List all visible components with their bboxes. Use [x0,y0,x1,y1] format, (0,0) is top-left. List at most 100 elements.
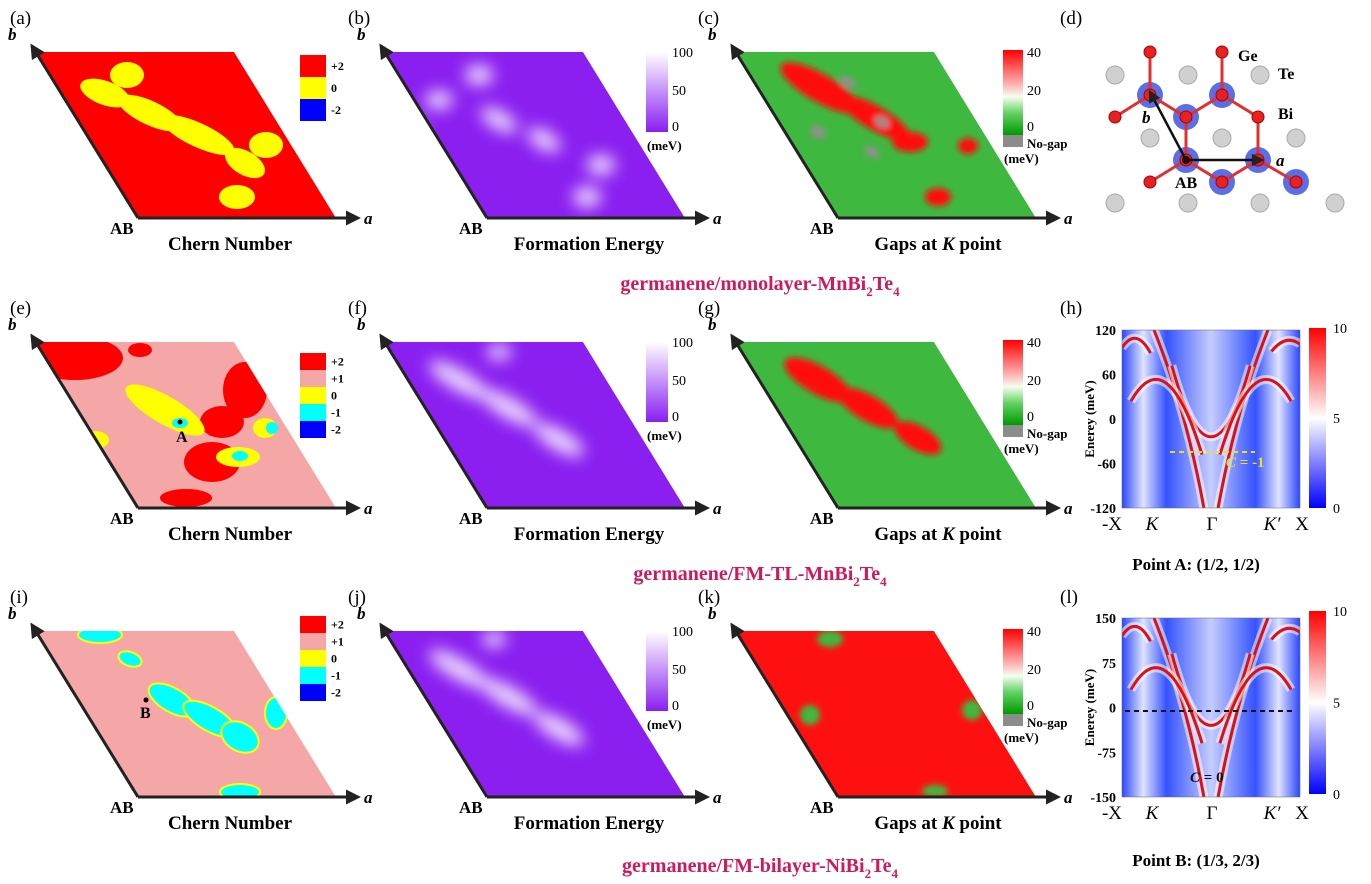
caption-part: germanene/monolayer-MnBi [620,273,866,295]
low-energy-region [487,344,511,360]
colorbar-tick: 100 [672,625,693,640]
origin-label: AB [810,509,834,528]
band-background [1122,330,1300,508]
b-label: b [357,315,366,334]
low-energy-region [465,65,493,85]
x-tick-label: -X [1102,803,1122,824]
map-title: Formation Energy [514,813,665,834]
colorbar-tick: 50 [672,84,686,99]
title-part: Gaps at [874,234,942,255]
chern-region [219,185,255,209]
origin-dot [1182,156,1190,164]
map-background [736,631,1036,797]
origin-label: AB [459,219,483,238]
colorbar [1309,328,1326,508]
map-title: Chern Number [168,813,293,834]
caption-part: Te [873,273,894,295]
map [736,52,1036,218]
colorbar [646,342,668,422]
caption-subscript: 4 [880,574,887,589]
chern-region [128,343,152,357]
colorbar-tick: 40 [1027,336,1041,351]
title-part: Gaps at [874,813,942,834]
legend-swatch [300,404,326,421]
b-label: b [708,315,717,334]
gap-map-panel: baABGaps at K point40200No-gap(meV) [708,315,1073,545]
origin-label: AB [459,798,483,817]
map [385,631,685,797]
b-label: b [8,25,17,44]
point-label: A [176,429,188,446]
origin-label: AB [1175,175,1198,192]
chern-region [200,406,244,438]
a-label: a [713,209,722,228]
no-gap-label: No-gap [1027,715,1067,730]
colorbar-tick: 0 [1333,502,1340,517]
colorbar-unit: (meV) [1004,730,1039,745]
colorbar-tick: 100 [672,336,693,351]
legend-swatch [300,353,326,370]
low-energy-region [587,155,615,175]
b-label: b [357,25,366,44]
chern-region [40,113,80,141]
gap-region [925,188,951,206]
b-label: b [1142,108,1151,127]
caption-part: germanene/FM-bilayer-NiBi [622,855,865,877]
colorbar-tick: 40 [1027,625,1041,640]
y-tick-label: 120 [1095,324,1116,339]
chern-region [36,411,48,429]
a-label: a [713,788,722,807]
chern-region [160,489,212,507]
origin-label: AB [810,219,834,238]
colorbar-tick: 0 [1333,788,1340,803]
colorbar-tick: 5 [1333,412,1340,427]
low-energy-region [482,631,506,647]
chern-region [265,697,287,729]
chern-region [266,422,278,434]
map-title: Chern Number [168,234,293,255]
b-label: b [8,315,17,334]
low-energy-region [395,120,423,140]
colorbar-tick: 10 [1333,322,1347,337]
origin-label: AB [110,219,134,238]
legend-label: 0 [331,652,337,666]
no-gap-swatch [1003,714,1023,726]
gap-region [922,785,948,797]
x-tick-label: X [1295,514,1309,535]
x-tick-label: K [1145,803,1160,824]
legend-swatch [300,77,326,99]
a-label: a [713,499,722,518]
x-tick-label: K [1145,514,1160,535]
lattice-diagram: Ge Te Bi b a AB [1106,46,1344,212]
map-title: Formation Energy [514,524,665,545]
y-tick-label: 75 [1102,657,1116,672]
b-label: b [708,25,717,44]
legend-label: -1 [331,669,341,683]
annotation-part: = -1 [1236,455,1265,471]
caption-part: germanene/FM-TL-MnBi [633,563,853,585]
legend-label: -2 [331,423,341,437]
y-tick-label: 60 [1102,369,1116,384]
colorbar [1003,629,1023,714]
chern-region [78,627,122,643]
annotation-part: = 0 [1200,770,1224,786]
legend-label: +2 [331,618,344,632]
figure: Ge Te Bi b a AB (a)(b)(c)(d)baABChern Nu… [0,0,1371,884]
a-label: a [364,788,373,807]
y-tick-label: 0 [1109,413,1116,428]
chern-region [27,336,123,380]
colorbar-unit: (meV) [1004,151,1039,166]
bi-label: Bi [1278,106,1294,123]
colorbar-tick: 20 [1027,663,1041,678]
point-marker [144,698,149,703]
caption-part: Te [860,563,881,585]
y-axis-label: Enerey (meV) [1082,669,1097,746]
origin-label: AB [459,509,483,528]
map [36,627,336,800]
caption-subscript: 4 [891,866,898,881]
colorbar-tick: 20 [1027,84,1041,99]
colorbar-tick: 0 [672,410,679,425]
colorbar-tick: 5 [1333,697,1340,712]
legend-label: 0 [331,81,337,95]
